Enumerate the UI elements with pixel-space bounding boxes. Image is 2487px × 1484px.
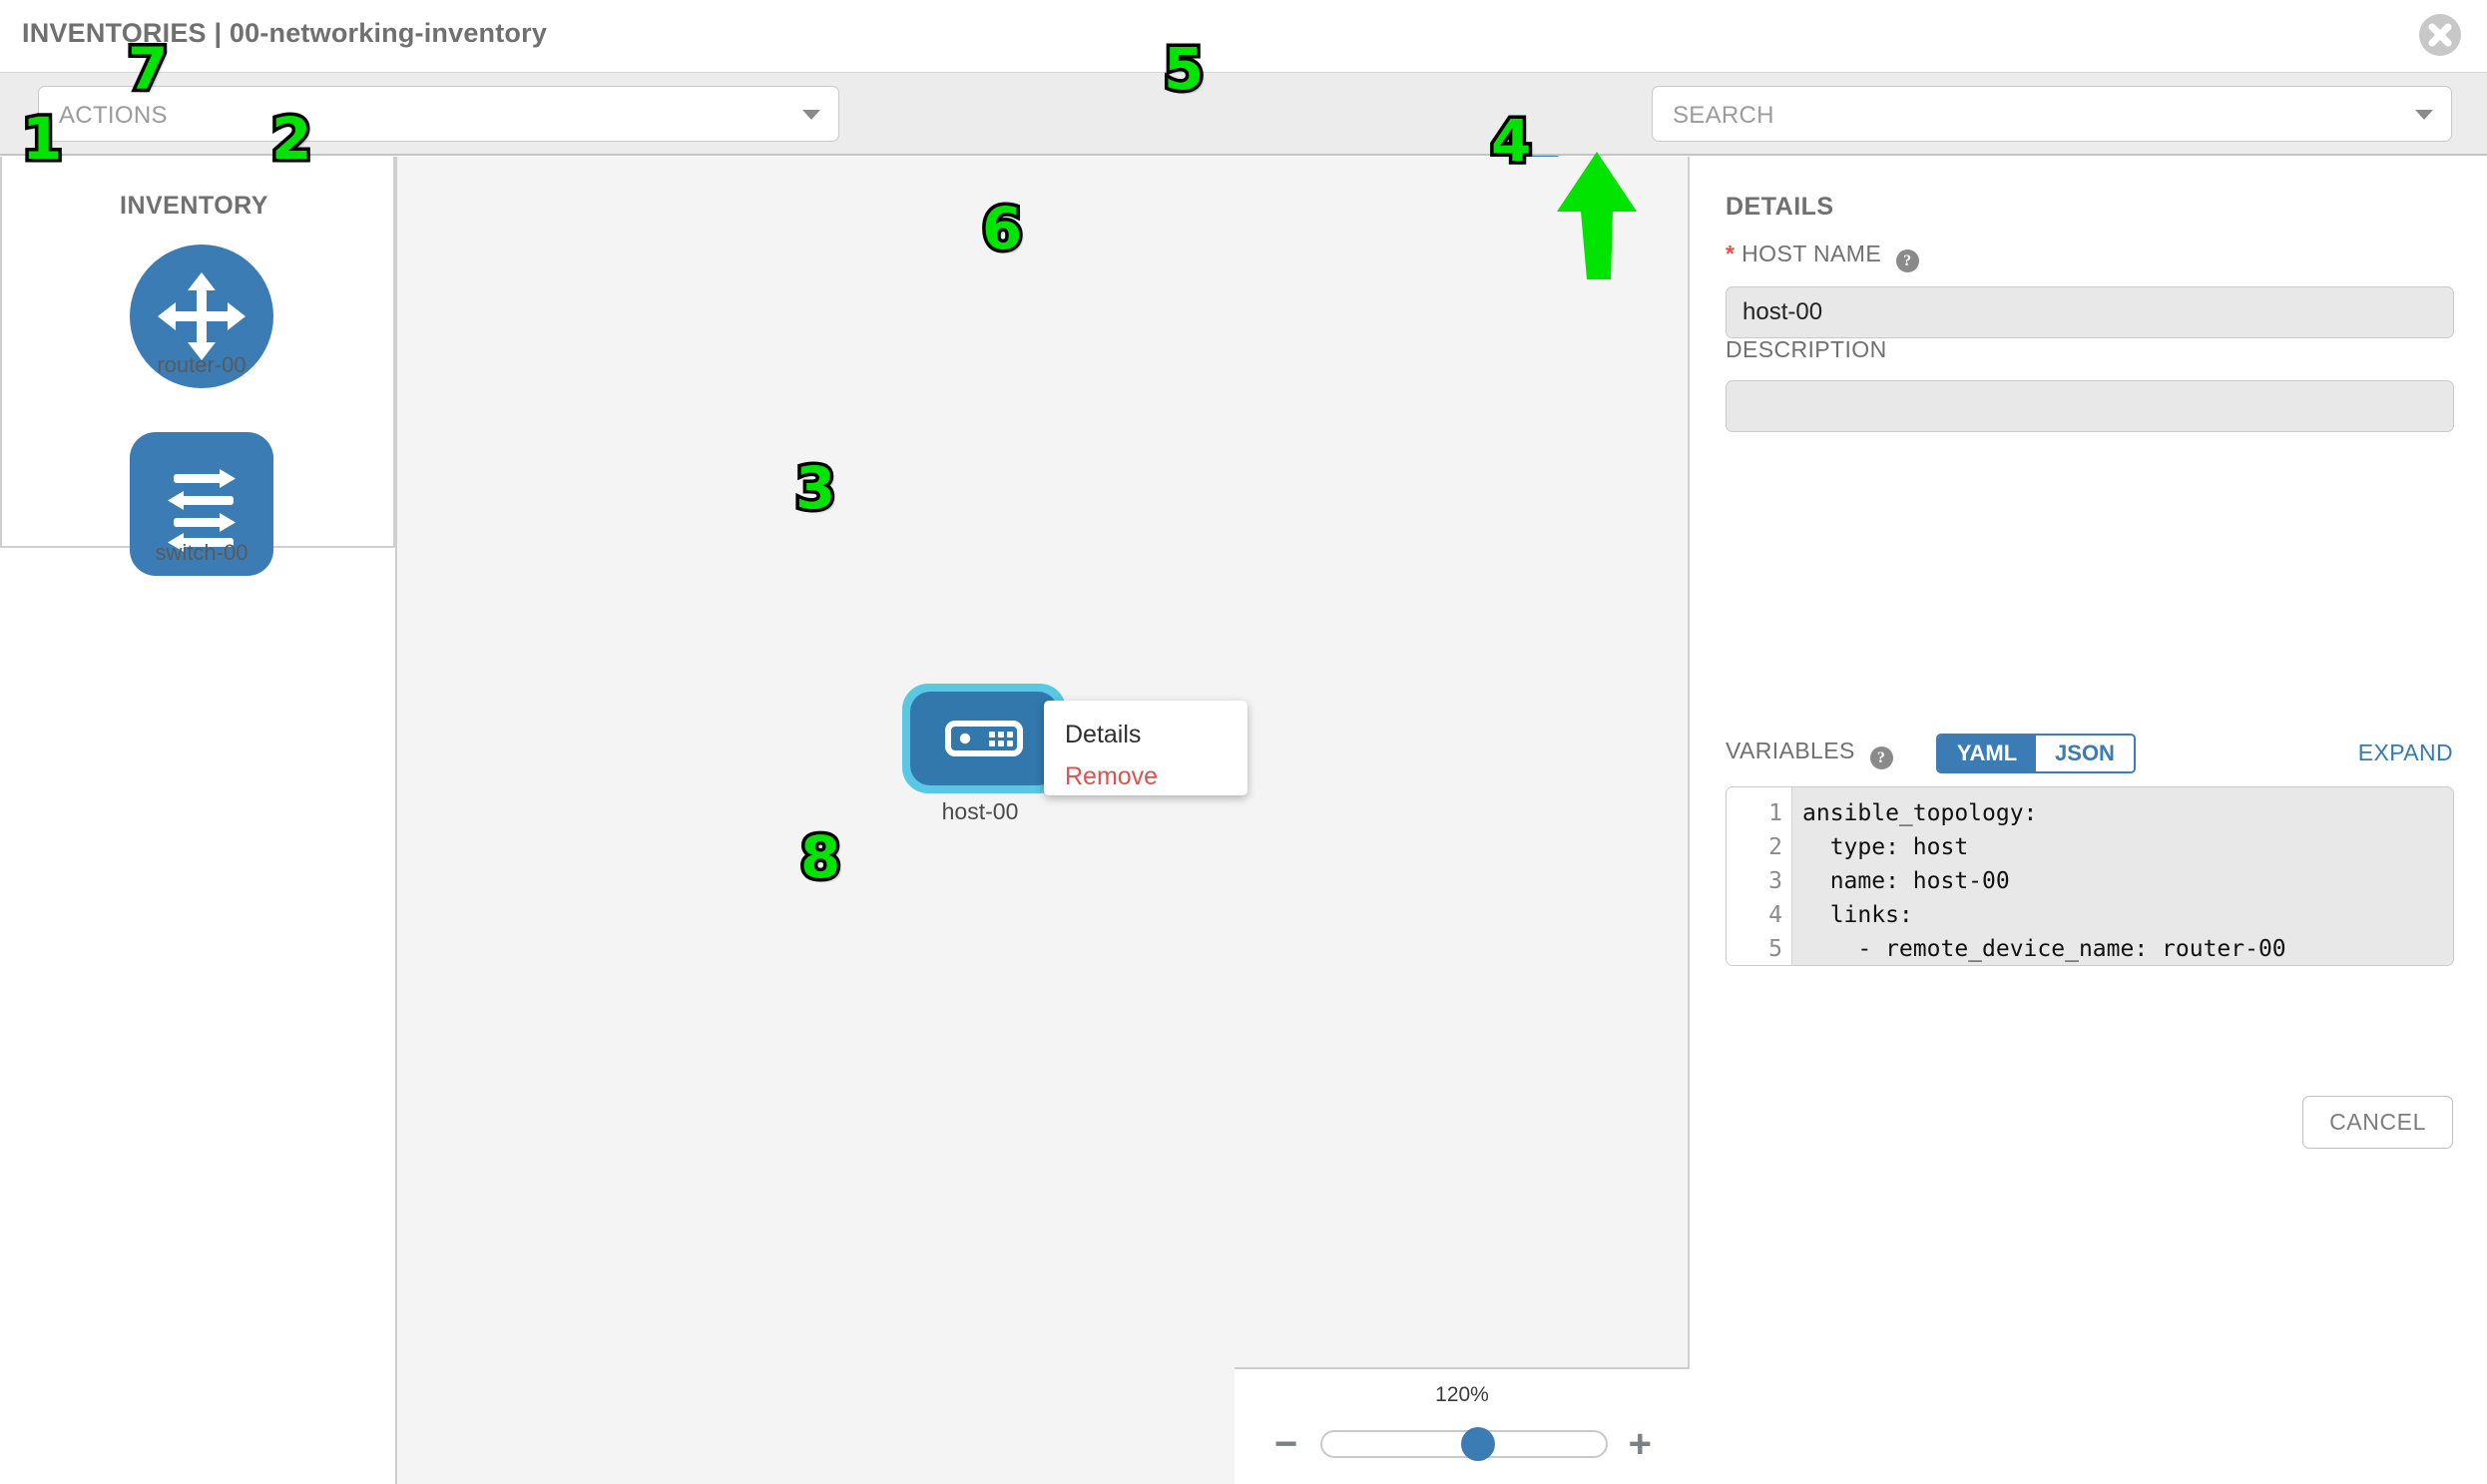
annotation-marker-7: 7 <box>124 35 171 103</box>
annotation-marker-6: 6 <box>978 195 1025 262</box>
inventory-sidebar: INVENTORY router-00 <box>0 157 395 1484</box>
line-number: 5 <box>1768 936 1782 962</box>
toolbar: ACTIONS SEARCH <box>0 72 2487 214</box>
router-icon <box>130 245 273 388</box>
actions-dropdown[interactable]: ACTIONS <box>38 86 839 142</box>
code-line: name: host-00 <box>1802 868 2010 894</box>
toggle-yaml[interactable]: YAML <box>1938 736 2036 771</box>
variables-format-toggle: YAML JSON <box>1936 734 2136 773</box>
zoom-control: 120% − + <box>1235 1367 1690 1484</box>
line-number: 2 <box>1768 834 1782 860</box>
sidebar-item-switch-00[interactable]: switch-00 <box>130 432 273 576</box>
details-panel: DETAILS * HOST NAME ? DESCRIPTION VARIAB… <box>1692 157 2487 1484</box>
annotation-marker-8: 8 <box>796 823 843 891</box>
context-menu-item-details[interactable]: Details <box>1065 721 1142 748</box>
line-number: 1 <box>1768 800 1782 826</box>
inventory-sidebar-scroll: INVENTORY router-00 <box>0 157 395 576</box>
host-name-field[interactable] <box>1726 286 2454 338</box>
inventory-sidebar-title: INVENTORY <box>120 192 268 220</box>
help-icon[interactable]: ? <box>1895 249 1919 272</box>
canvas-node-label: host-00 <box>938 798 1022 825</box>
host-name-label: * HOST NAME ? <box>1726 241 1919 272</box>
zoom-slider[interactable] <box>1320 1427 1608 1461</box>
zoom-slider-thumb[interactable] <box>1461 1427 1496 1461</box>
switch-icon <box>130 432 273 576</box>
sidebar-item-router-00[interactable]: router-00 <box>130 245 273 388</box>
code-line-list: ansible_topology: type: host name: host-… <box>1792 796 2453 965</box>
help-icon[interactable]: ? <box>1869 746 1893 769</box>
code-line: type: host <box>1802 834 1969 860</box>
line-number: 4 <box>1768 902 1782 928</box>
cancel-button[interactable]: CANCEL <box>2302 1096 2453 1149</box>
annotation-marker-4: 4 <box>1487 107 1534 175</box>
description-field[interactable] <box>1726 380 2454 432</box>
chevron-down-icon[interactable] <box>2415 110 2433 120</box>
server-icon <box>910 692 1058 785</box>
zoom-level-label: 120% <box>1435 1383 1489 1406</box>
details-panel-title: DETAILS <box>1726 193 1834 221</box>
annotation-marker-3: 3 <box>791 454 838 522</box>
page-title: INVENTORIES | 00-networking-inventory <box>22 18 548 48</box>
line-number: 3 <box>1768 868 1782 894</box>
toggle-json[interactable]: JSON <box>2036 736 2134 771</box>
variables-label-text: VARIABLES <box>1726 738 1855 763</box>
sidebar-item-label: switch-00 <box>155 540 249 565</box>
window-titlebar: INVENTORIES | 00-networking-inventory <box>0 0 2487 72</box>
code-line: ansible_topology: <box>1802 800 2038 826</box>
description-label: DESCRIPTION <box>1726 336 1887 362</box>
code-line: links: <box>1802 902 1913 928</box>
annotation-marker-2: 2 <box>267 105 314 173</box>
expand-variables-link[interactable]: EXPAND <box>2357 740 2453 765</box>
search-placeholder-label: SEARCH <box>1673 102 1774 129</box>
annotation-marker-5: 5 <box>1160 35 1207 103</box>
variables-label: VARIABLES ? <box>1726 738 1893 769</box>
host-name-label-text: HOST NAME <box>1741 241 1882 266</box>
code-line: - remote_device_name: router-00 <box>1802 936 2286 962</box>
annotation-arrow <box>1549 150 1645 286</box>
variables-editor-text[interactable]: ansible_topology: type: host name: host-… <box>1792 787 2453 965</box>
required-marker: * <box>1726 241 1736 266</box>
search-input[interactable]: SEARCH <box>1652 86 2452 142</box>
topology-canvas[interactable]: host-00 Details Remove 120% − + <box>395 157 1690 1484</box>
zoom-in-button[interactable]: + <box>1628 1422 1652 1466</box>
annotation-marker-1: 1 <box>18 105 65 173</box>
context-menu-item-remove[interactable]: Remove <box>1065 761 1159 790</box>
chevron-down-icon <box>802 110 820 120</box>
node-context-menu: Details Remove <box>1044 701 1247 795</box>
actions-dropdown-label: ACTIONS <box>59 102 168 129</box>
zoom-out-button[interactable]: − <box>1274 1422 1298 1466</box>
sidebar-item-label: router-00 <box>157 352 247 377</box>
close-icon[interactable] <box>2419 14 2461 56</box>
